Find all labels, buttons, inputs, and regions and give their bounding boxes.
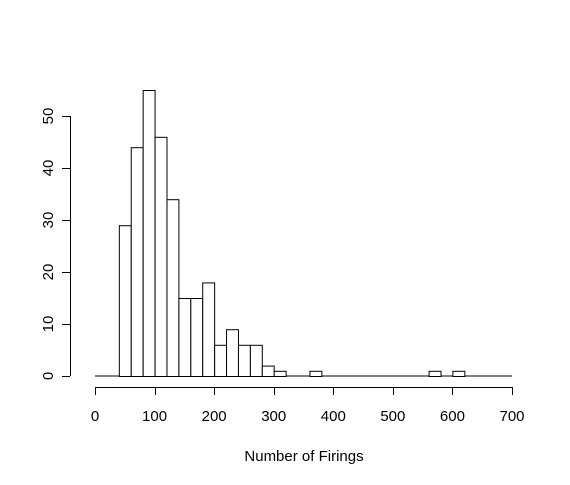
x-tick-label: 700 xyxy=(499,408,524,425)
histogram-bar xyxy=(130,147,144,377)
histogram-bar xyxy=(261,365,275,378)
histogram-bar xyxy=(249,344,263,377)
bars-layer xyxy=(95,90,512,378)
histogram-bar xyxy=(226,329,239,378)
x-tick-label: 100 xyxy=(142,408,167,425)
histogram-bar xyxy=(309,370,323,377)
x-tick-label: 200 xyxy=(202,408,227,425)
x-axis: 0 100 200 300 400 500 600 700 xyxy=(91,387,525,425)
x-tick-label: 500 xyxy=(380,408,405,425)
histogram-bar xyxy=(202,282,216,377)
histogram-bar xyxy=(118,225,132,377)
y-tick-label: 0 xyxy=(40,372,57,380)
histogram-bar xyxy=(452,370,466,377)
y-tick-label: 20 xyxy=(40,264,57,281)
histogram-bar xyxy=(428,370,442,377)
histogram-bar xyxy=(214,344,228,377)
x-tick-label: 400 xyxy=(321,408,346,425)
y-tick-label: 10 xyxy=(40,316,57,333)
x-tick-label: 300 xyxy=(261,408,286,425)
y-tick-label: 40 xyxy=(40,160,57,177)
y-axis: 0 10 20 30 40 50 xyxy=(40,108,71,380)
histogram-bar xyxy=(273,370,287,377)
histogram-bar xyxy=(178,298,192,377)
x-axis-label: Number of Firings xyxy=(244,448,363,465)
histogram-bar xyxy=(237,344,251,377)
histogram-bar xyxy=(142,90,156,377)
x-tick-label: 600 xyxy=(440,408,465,425)
histogram-bar xyxy=(154,136,168,377)
y-tick-label: 50 xyxy=(40,108,57,125)
y-tick-label: 30 xyxy=(40,212,57,229)
x-tick-label: 0 xyxy=(91,408,99,425)
histogram-bar xyxy=(190,298,204,377)
histogram-bar xyxy=(166,199,180,377)
